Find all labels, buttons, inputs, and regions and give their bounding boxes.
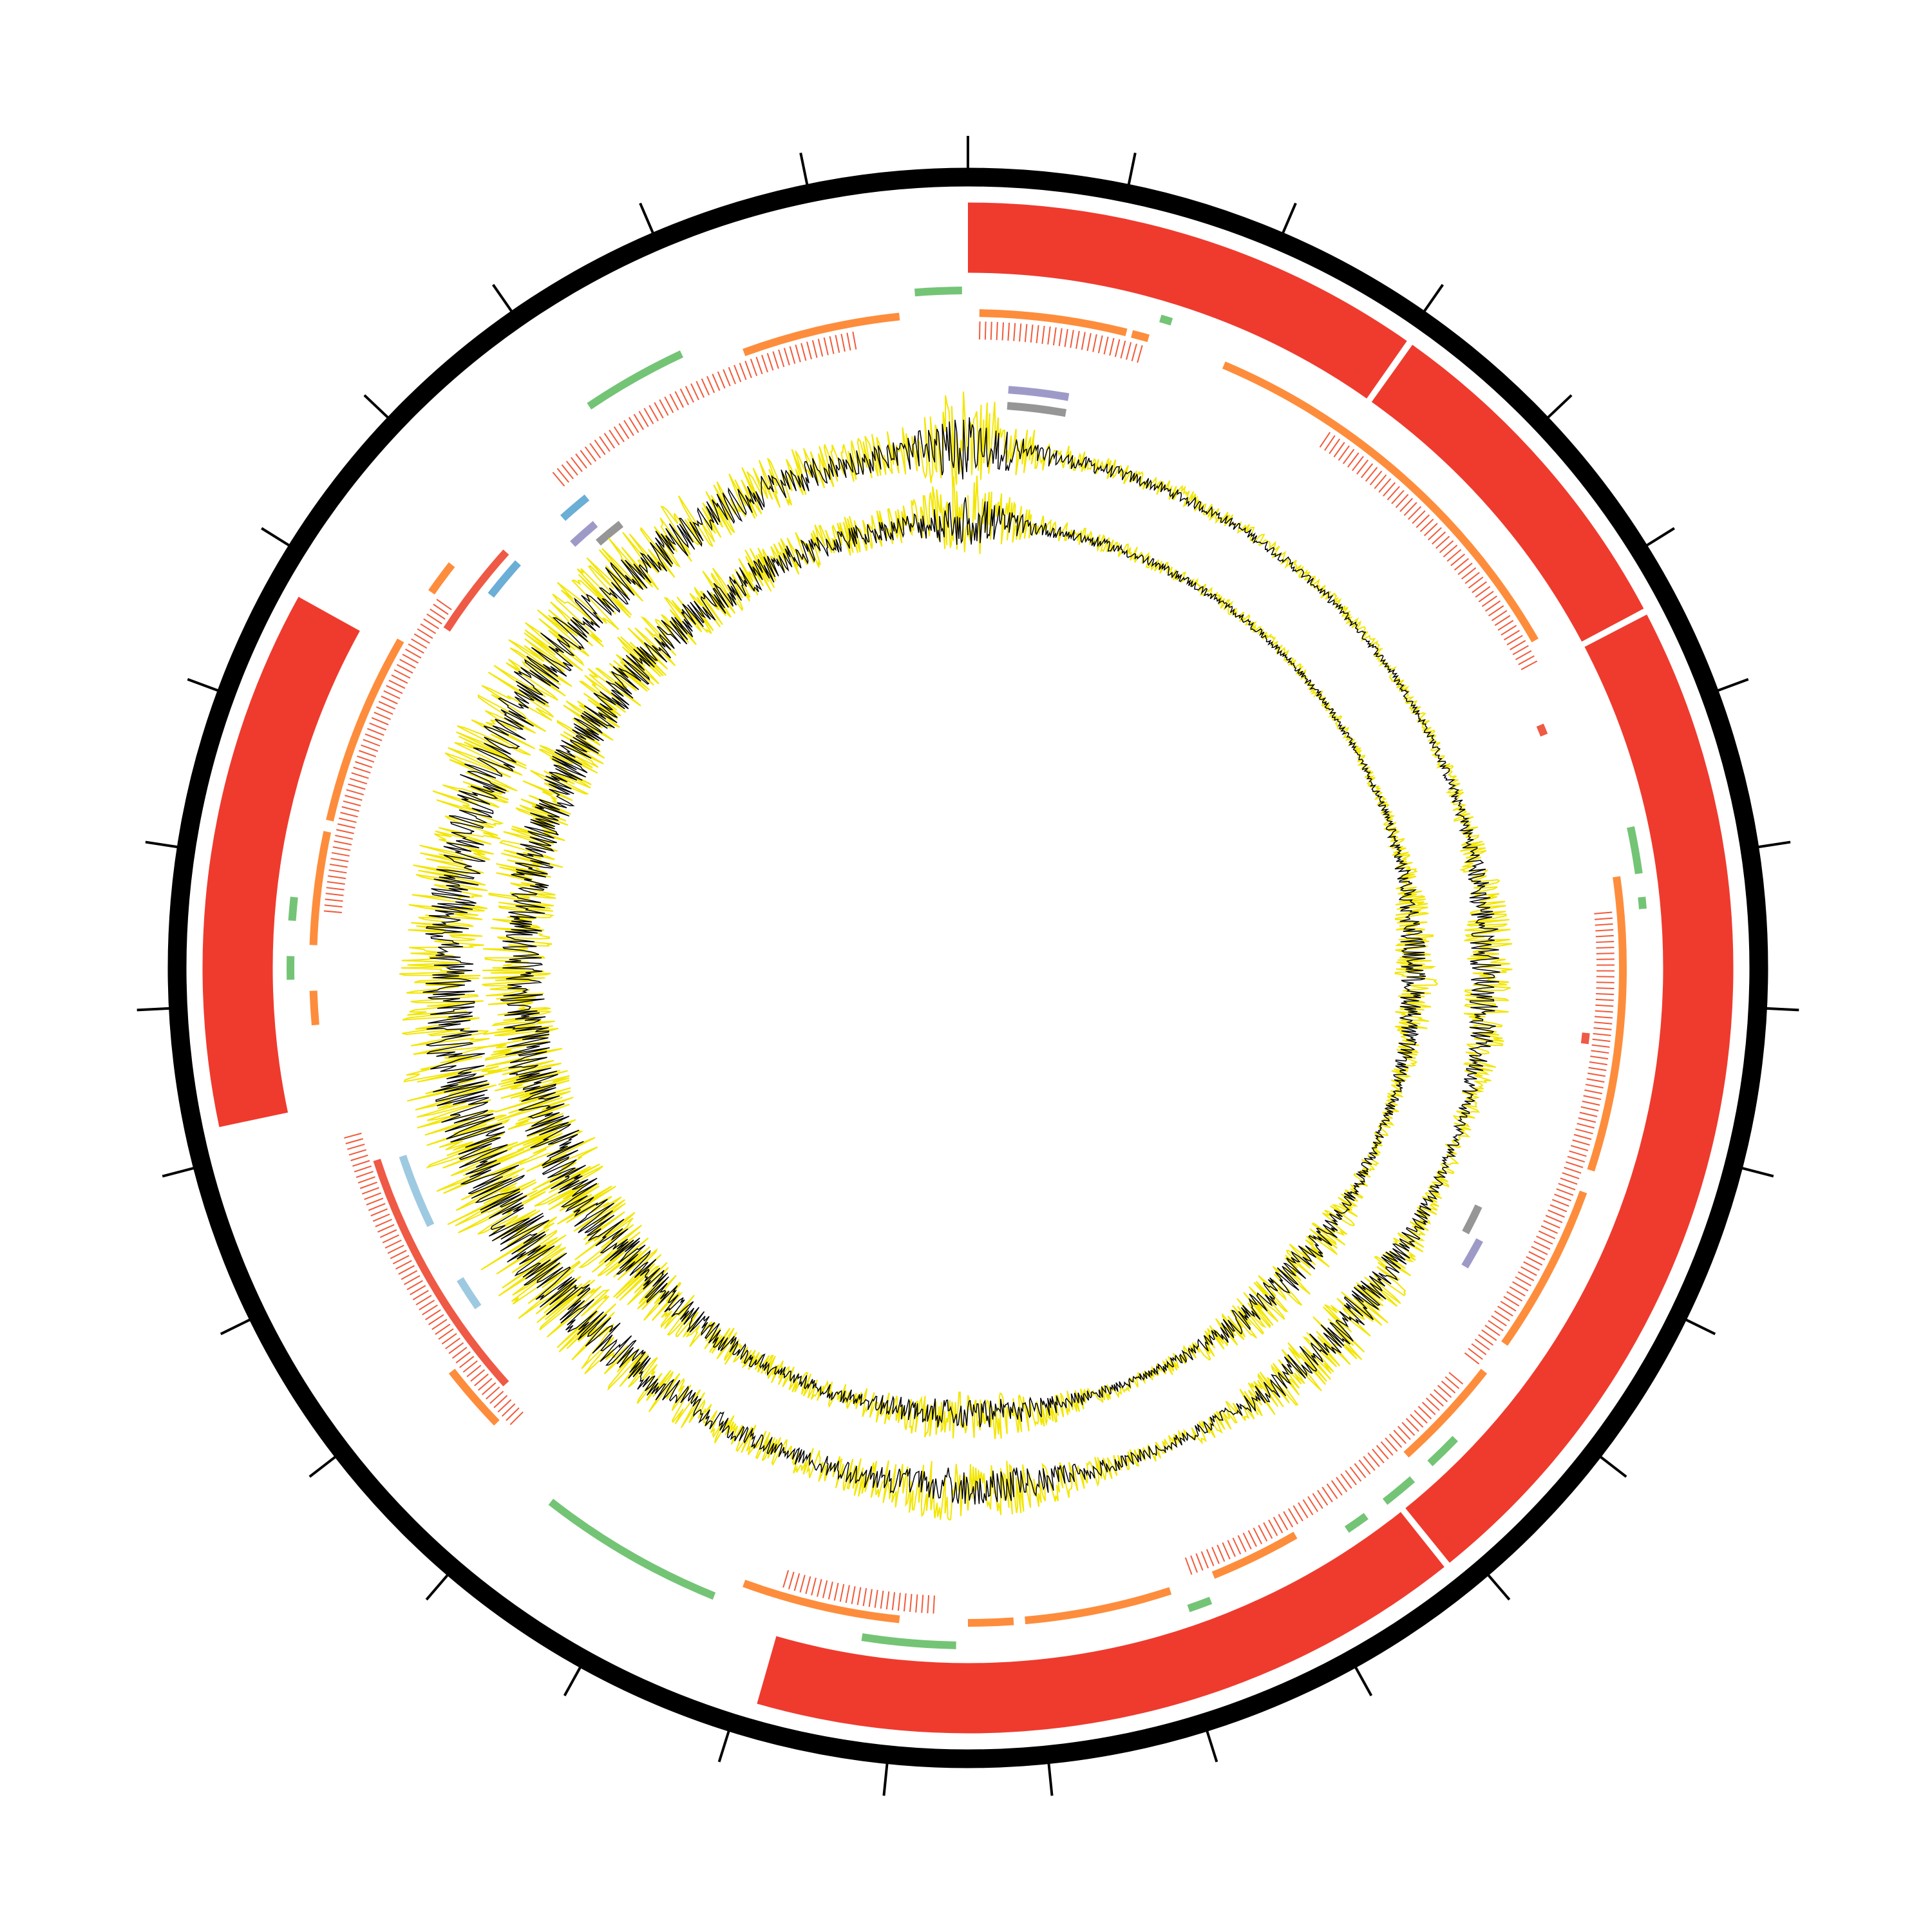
feature-arc	[914, 287, 962, 297]
ideogram-ring	[167, 167, 1768, 1768]
tick-mark	[1547, 394, 1573, 419]
feature-arc	[1344, 1513, 1368, 1533]
feature-arc	[448, 1368, 500, 1426]
feature-arc	[488, 560, 521, 598]
feature-arc	[548, 1499, 716, 1600]
feature-arc	[1536, 723, 1548, 737]
tick-mark	[491, 283, 513, 312]
homology-band	[1405, 614, 1734, 1563]
feature-arc	[288, 896, 298, 922]
feature-arc	[1403, 1368, 1488, 1458]
homology-band	[1371, 345, 1644, 642]
feature-arc	[979, 309, 1128, 337]
feature-arc	[1319, 431, 1539, 673]
tick-mark	[717, 1730, 730, 1763]
tick-mark	[363, 394, 389, 419]
homology-band	[967, 202, 1407, 399]
tick-mark	[1600, 1455, 1627, 1478]
tick-mark	[1646, 527, 1675, 547]
feature-arc	[1025, 1587, 1172, 1625]
feature-arc	[587, 350, 683, 410]
tick-mark	[1718, 677, 1749, 692]
tick-mark	[1206, 1730, 1218, 1763]
feature-arc	[373, 1159, 509, 1387]
gc-track-line	[500, 497, 1426, 1428]
feature-arc	[1159, 314, 1173, 326]
feature-arc	[1587, 876, 1627, 1172]
feature-arc	[1008, 386, 1070, 401]
feature-arc	[1131, 330, 1150, 343]
tick-mark	[1127, 152, 1137, 185]
feature-arc	[428, 562, 455, 595]
feature-arc	[1222, 361, 1539, 643]
feature-arc	[457, 1277, 482, 1309]
feature-arc	[1627, 826, 1643, 875]
tick-mark	[1487, 1574, 1511, 1601]
feature-arc	[570, 520, 598, 547]
homology-band	[202, 596, 360, 1128]
tick-mark	[1758, 840, 1791, 849]
feature-arc	[1382, 1476, 1416, 1505]
tick-mark	[145, 840, 178, 849]
homology-band	[757, 1511, 1444, 1734]
tick-mark	[1047, 1763, 1054, 1796]
tick-mark	[563, 1667, 582, 1696]
feature-arc	[1462, 1204, 1482, 1235]
feature-arc	[743, 312, 900, 356]
tick-mark	[799, 152, 809, 185]
tick-mark	[1423, 283, 1444, 312]
tick-mark	[137, 1007, 169, 1012]
feature-arc	[399, 1155, 435, 1227]
feature-arc	[1638, 896, 1647, 909]
feature-arc	[596, 520, 623, 546]
feature-arc	[309, 990, 319, 1026]
feature-arc	[1211, 1531, 1298, 1579]
gc-track-fill	[399, 392, 1513, 1520]
tick-mark	[1741, 1167, 1774, 1178]
feature-arc	[443, 549, 509, 632]
tick-mark	[187, 677, 218, 692]
tick-mark	[220, 1318, 251, 1336]
feature-arc	[743, 1580, 900, 1624]
tick-mark	[1766, 1007, 1799, 1012]
gc-track-line	[422, 417, 1501, 1505]
feature-arc	[967, 1617, 1014, 1627]
tick-mark	[639, 202, 654, 234]
feature-arc	[861, 1633, 956, 1649]
feature-arc	[1501, 1190, 1587, 1346]
tick-mark	[882, 1763, 889, 1796]
feature-arc	[326, 638, 404, 822]
tick-mark	[162, 1167, 194, 1178]
tick-mark	[425, 1574, 449, 1601]
feature-arc	[1007, 402, 1066, 417]
tick-mark	[1685, 1318, 1716, 1336]
tick-mark	[308, 1455, 336, 1478]
feature-arc	[309, 831, 332, 945]
feature-arc	[779, 1569, 935, 1614]
tick-mark	[1354, 1667, 1373, 1696]
feature-arc	[1187, 1596, 1213, 1613]
feature-arc	[560, 494, 590, 521]
feature-arc	[1580, 1032, 1590, 1045]
tick-mark	[1282, 202, 1297, 234]
feature-arc	[1461, 1238, 1483, 1269]
tick-mark	[261, 527, 290, 547]
gc-track-fill	[482, 475, 1439, 1439]
feature-arc	[1427, 1435, 1459, 1466]
